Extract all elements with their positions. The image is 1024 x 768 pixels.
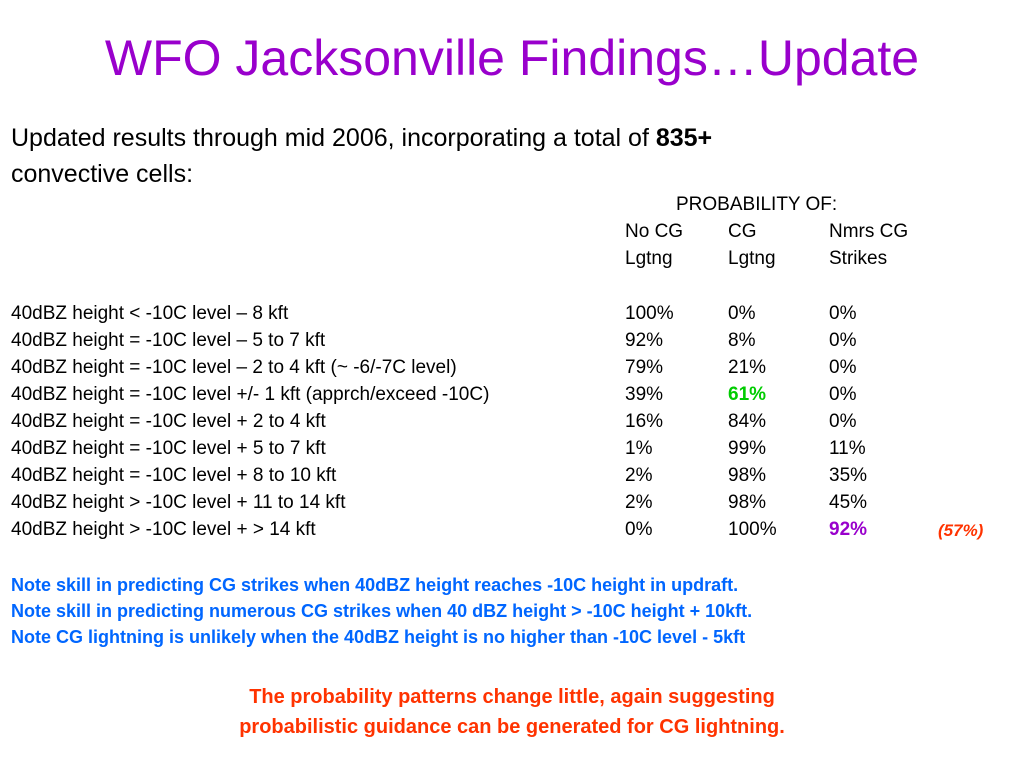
cg-value-highlight: 61% [728,384,767,405]
no-cg-value: 79% [625,357,664,378]
previous-value-note: (57%) [938,521,984,540]
no-cg-value: 100% [625,303,674,324]
nmrs-value: 35% [829,465,868,486]
no-cg-value: 0% [625,519,653,540]
table-header-row-2: Lgtng Lgtng Strikes [0,248,1024,275]
row-label: 40dBZ height = -10C level – 5 to 7 kft [11,330,326,351]
row-label: 40dBZ height = -10C level + 8 to 10 kft [11,465,337,486]
row-label: 40dBZ height = -10C level + 2 to 4 kft [11,411,326,432]
cg-value: 0% [728,303,756,324]
row-label: 40dBZ height = -10C level – 2 to 4 kft (… [11,357,457,378]
nmrs-value-highlight: 92% [829,519,868,540]
cg-value: 21% [728,357,767,378]
table-row: 40dBZ height = -10C level + 8 to 10 kft … [0,465,1024,492]
table-row: 40dBZ height > -10C level + > 14 kft 0% … [0,519,1024,546]
header-lgtng-1: Lgtng [625,248,673,269]
table-row: 40dBZ height = -10C level – 5 to 7 kft 9… [0,330,1024,357]
row-label: 40dBZ height > -10C level + > 14 kft [11,519,316,540]
header-no-cg: No CG [625,221,684,242]
cg-value: 84% [728,411,767,432]
cg-value: 98% [728,492,767,513]
intro-text-part1: Updated results through mid 2006, incorp… [11,124,649,152]
table-row: 40dBZ height > -10C level + 11 to 14 kft… [0,492,1024,519]
no-cg-value: 1% [625,438,653,459]
table-row: 40dBZ height = -10C level + 2 to 4 kft 1… [0,411,1024,438]
notes-block: Note skill in predicting CG strikes when… [11,572,752,650]
header-strikes: Strikes [829,248,888,269]
conclusion-line: The probability patterns change little, … [249,686,775,708]
slide-title: WFO Jacksonville Findings…Update [104,30,920,86]
cg-value: 8% [728,330,756,351]
table-row: 40dBZ height < -10C level – 8 kft 100% 0… [0,303,1024,330]
table-row: 40dBZ height = -10C level – 2 to 4 kft (… [0,357,1024,384]
nmrs-value: 11% [829,438,866,459]
probability-header: PROBABILITY OF: [676,194,838,215]
intro-text: Updated results through mid 2006, incorp… [11,120,1011,192]
intro-text-part2: convective cells: [11,160,194,188]
cg-value: 98% [728,465,767,486]
nmrs-value: 0% [829,384,857,405]
nmrs-value: 0% [829,330,857,351]
no-cg-value: 2% [625,465,653,486]
header-cg: CG [728,221,757,242]
row-label: 40dBZ height < -10C level – 8 kft [11,303,289,324]
no-cg-value: 92% [625,330,664,351]
table-row: 40dBZ height = -10C level +/- 1 kft (app… [0,384,1024,411]
header-nmrs-cg: Nmrs CG [829,221,909,242]
nmrs-value: 0% [829,303,857,324]
cell-count: 835+ [655,124,713,152]
table-row: 40dBZ height = -10C level + 5 to 7 kft 1… [0,438,1024,465]
no-cg-value: 39% [625,384,664,405]
no-cg-value: 16% [625,411,664,432]
cg-value: 100% [728,519,777,540]
header-lgtng-2: Lgtng [728,248,776,269]
nmrs-value: 45% [829,492,868,513]
row-label: 40dBZ height > -10C level + 11 to 14 kft [11,492,346,513]
table-header-row-1: No CG CG Nmrs CG [0,221,1024,248]
conclusion-line: probabilistic guidance can be generated … [239,716,785,738]
cg-value: 99% [728,438,767,459]
row-label: 40dBZ height = -10C level +/- 1 kft (app… [11,384,490,405]
note-line: Note CG lightning is unlikely when the 4… [11,627,746,647]
nmrs-value: 0% [829,357,857,378]
row-label: 40dBZ height = -10C level + 5 to 7 kft [11,438,326,459]
note-line: Note skill in predicting numerous CG str… [11,601,753,621]
no-cg-value: 2% [625,492,653,513]
note-line: Note skill in predicting CG strikes when… [11,575,739,595]
nmrs-value: 0% [829,411,857,432]
conclusion-block: The probability patterns change little, … [0,682,1024,742]
